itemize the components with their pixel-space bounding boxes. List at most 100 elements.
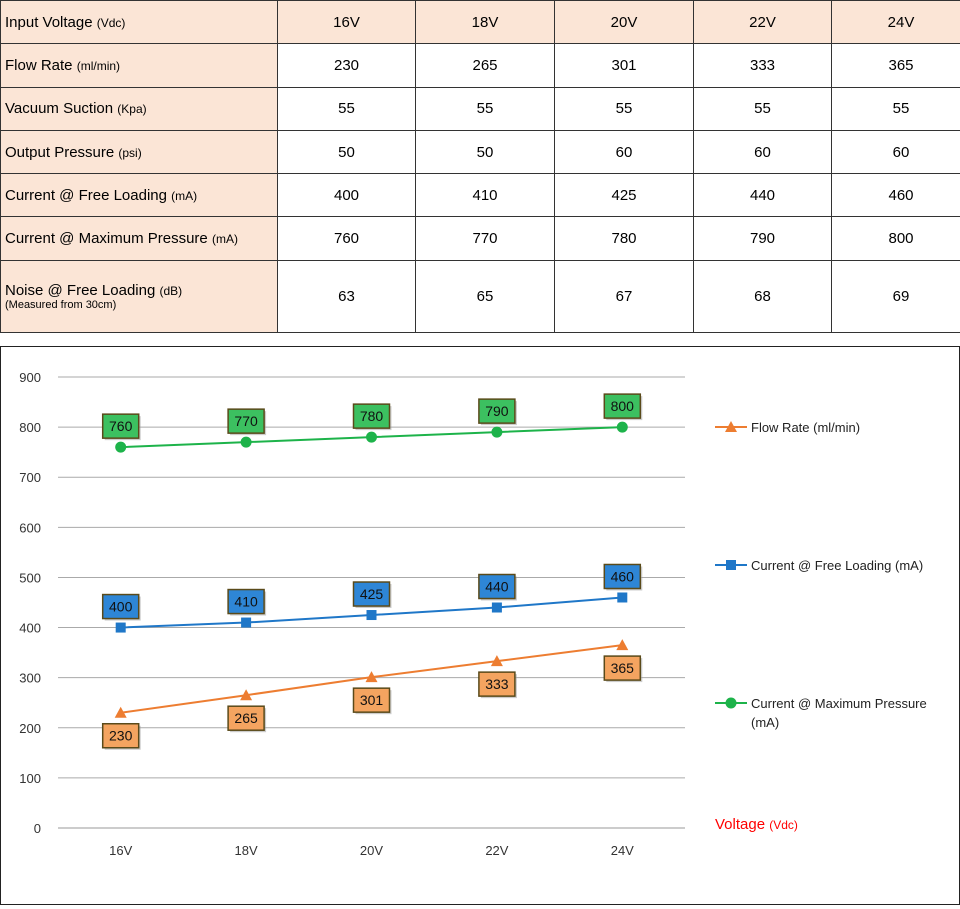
cell: 440 [694,174,832,217]
label-text: Flow Rate [5,57,73,74]
cell: 55 [694,87,832,130]
unit-text: (Vdc) [97,16,126,30]
cell: 265 [416,44,555,87]
y-tick-label: 800 [19,420,41,435]
square-marker [617,592,627,602]
circle-marker [617,422,628,433]
data-label: 800 [611,398,635,414]
label-text: Noise @ Free Loading [5,282,155,299]
cell: 22V [694,1,832,44]
x-tick-label: 16V [109,843,132,858]
cell: 16V [278,1,416,44]
cell: 400 [278,174,416,217]
row-label: Input Voltage (Vdc) [1,1,278,44]
unit-text: (dB) [159,284,182,298]
unit-text: (ml/min) [77,59,120,73]
label-text: Output Pressure [5,144,114,161]
cell: 60 [555,130,694,173]
row-label: Flow Rate (ml/min) [1,44,278,87]
cell: 60 [694,130,832,173]
cell: 365 [832,44,960,87]
x-tick-label: 24V [611,843,634,858]
data-label: 440 [485,579,509,595]
cell: 20V [555,1,694,44]
cell: 50 [278,130,416,173]
data-label: 790 [485,403,509,419]
y-tick-label: 500 [19,570,41,585]
note-text: (Measured from 30cm) [5,299,277,311]
cell: 24V [832,1,960,44]
data-label: 780 [360,408,384,424]
y-tick-label: 100 [19,771,41,786]
data-label: 770 [234,413,258,429]
unit-text: (Kpa) [117,102,146,116]
y-tick-label: 900 [19,370,41,385]
data-label: 460 [611,568,635,584]
y-tick-label: 600 [19,520,41,535]
cell: 410 [416,174,555,217]
y-tick-label: 300 [19,671,41,686]
data-label: 333 [485,676,509,692]
circle-marker [115,442,126,453]
x-axis-title: Voltage (Vdc) [715,816,798,833]
y-tick-label: 0 [34,821,41,836]
unit-text: (mA) [171,189,197,203]
cell: 333 [694,44,832,87]
data-label: 265 [234,710,258,726]
label-text: Current @ Maximum Pressure [5,230,208,247]
row-label: Noise @ Free Loading (dB)(Measured from … [1,260,278,332]
row-label: Current @ Maximum Pressure (mA) [1,217,278,260]
cell: 60 [832,130,960,173]
square-marker [367,610,377,620]
data-label: 410 [234,594,258,610]
unit-text: (psi) [118,146,141,160]
row-label: Output Pressure (psi) [1,130,278,173]
label-text: Input Voltage [5,14,93,31]
cell: 68 [694,260,832,332]
label-text: Vacuum Suction [5,100,113,117]
cell: 55 [832,87,960,130]
circle-marker [491,427,502,438]
cell: 65 [416,260,555,332]
legend-label: Current @ Maximum Pressure [751,696,927,711]
data-label: 301 [360,692,384,708]
data-label: 425 [360,586,384,602]
cell: 230 [278,44,416,87]
triangle-marker [616,639,628,650]
cell: 18V [416,1,555,44]
legend-label-cont: (mA) [751,715,779,730]
circle-marker [726,698,737,709]
circle-marker [366,432,377,443]
legend-label: Current @ Free Loading (mA) [751,558,923,573]
cell: 460 [832,174,960,217]
square-marker [492,603,502,613]
cell: 63 [278,260,416,332]
data-label: 760 [109,418,133,434]
cell: 790 [694,217,832,260]
cell: 55 [555,87,694,130]
circle-marker [241,437,252,448]
legend-label: Flow Rate (ml/min) [751,420,860,435]
y-tick-label: 700 [19,470,41,485]
x-tick-label: 22V [485,843,508,858]
row-label: Vacuum Suction (Kpa) [1,87,278,130]
y-tick-label: 400 [19,621,41,636]
square-marker [116,623,126,633]
label-text: Current @ Free Loading [5,187,167,204]
x-tick-label: 20V [360,843,383,858]
cell: 301 [555,44,694,87]
cell: 69 [832,260,960,332]
cell: 55 [416,87,555,130]
cell: 770 [416,217,555,260]
y-tick-label: 200 [19,721,41,736]
square-marker [241,618,251,628]
unit-text: (mA) [212,232,238,246]
